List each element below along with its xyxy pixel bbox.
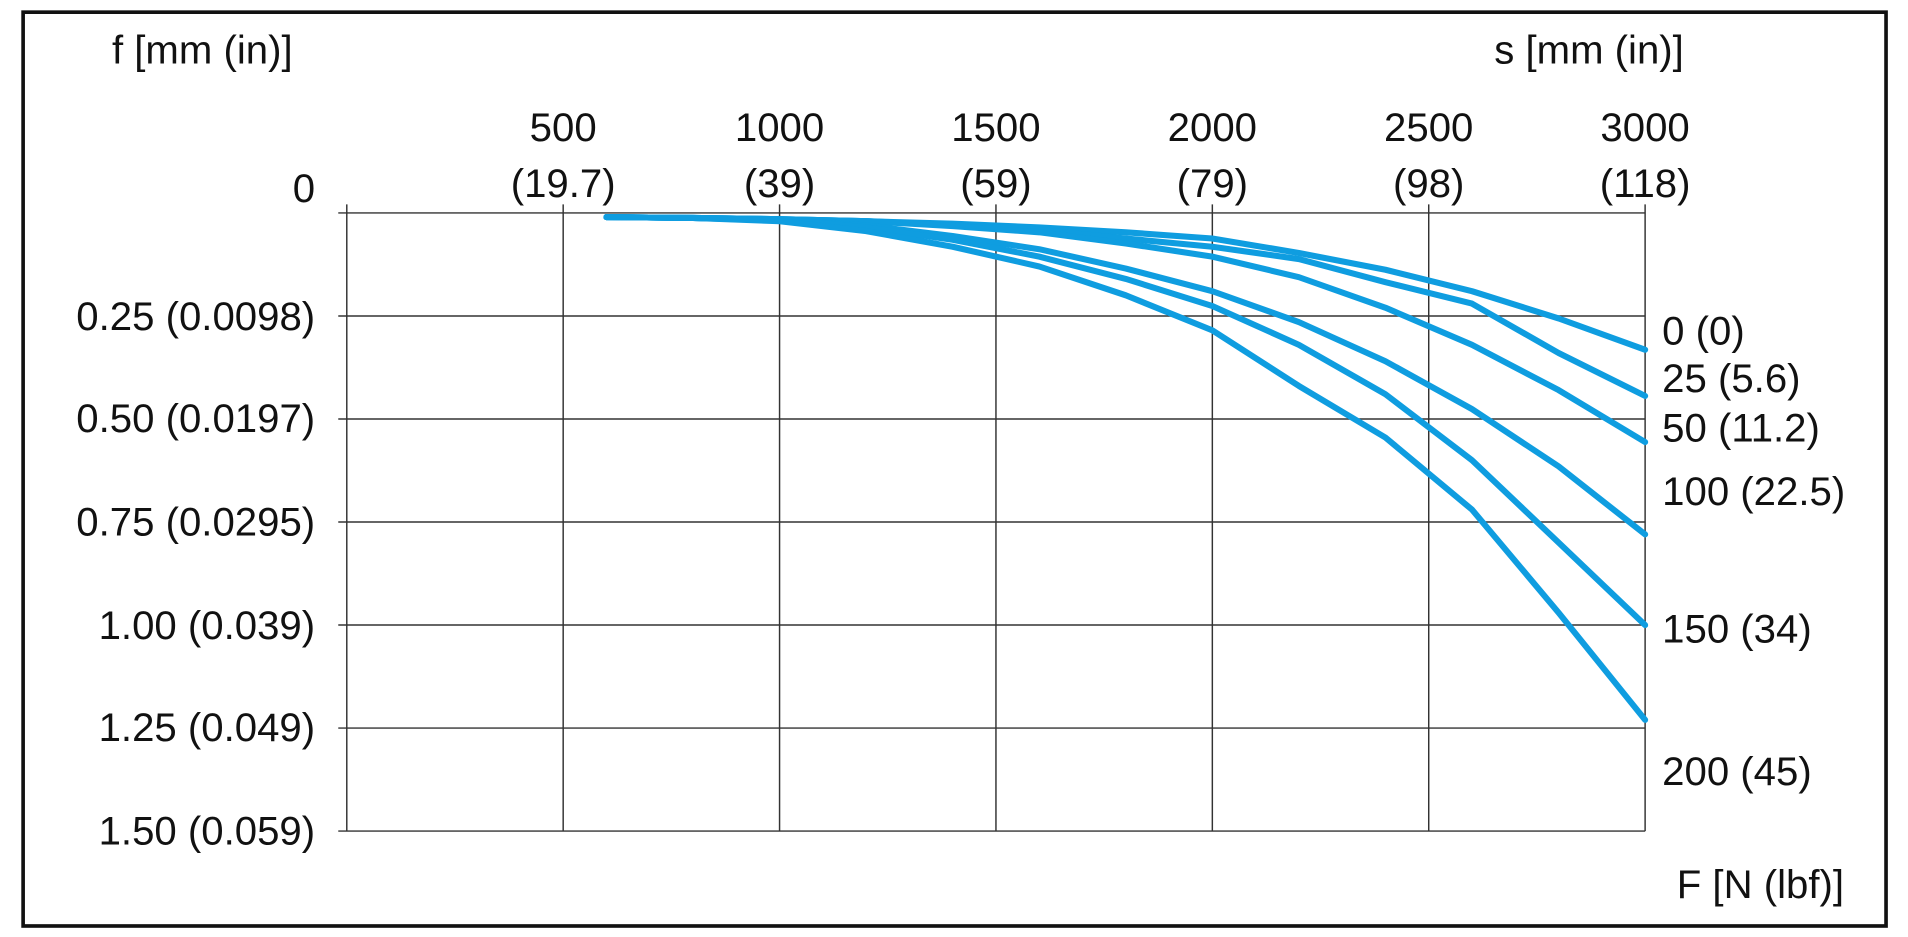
y-tick-label: 0.75 (0.0295) xyxy=(76,498,316,544)
y-tick-label: 0 xyxy=(292,165,316,211)
y-tick-label: 1.00 (0.039) xyxy=(98,601,316,647)
series-label: 50 (11.2) xyxy=(1662,405,1820,451)
x-tick-label: 2500 (98) xyxy=(1384,104,1474,206)
x-tick-label: 1000 (39) xyxy=(734,104,825,206)
series-label: 150 (34) xyxy=(1662,605,1812,651)
series-label: 25 (5.6) xyxy=(1662,355,1801,401)
y-tick-label: 1.50 (0.059) xyxy=(98,807,316,853)
y-tick-label: 0.50 (0.0197) xyxy=(76,395,316,441)
series-label: 200 (45) xyxy=(1662,748,1812,794)
y-axis-title: f [mm (in)] xyxy=(111,26,293,72)
series-label: 100 (22.5) xyxy=(1662,468,1846,514)
series-title: s [mm (in)] xyxy=(1494,26,1684,72)
series-line xyxy=(603,214,1649,538)
y-tick-label: 0.25 (0.0098) xyxy=(76,292,316,338)
series-line xyxy=(603,214,1649,723)
x-tick-label: 500 (19.7) xyxy=(510,104,616,206)
x-tick-label: 2000 (79) xyxy=(1167,104,1257,206)
y-tick-label: 1.25 (0.049) xyxy=(98,704,316,750)
frame xyxy=(21,10,1888,928)
x-axis-title: F [N (lbf)] xyxy=(1676,861,1845,907)
x-tick-label: 1500 (59) xyxy=(951,104,1041,206)
series-label: 0 (0) xyxy=(1662,307,1745,353)
x-tick-label: 3000 (118) xyxy=(1599,104,1691,206)
series-line xyxy=(603,214,1649,446)
